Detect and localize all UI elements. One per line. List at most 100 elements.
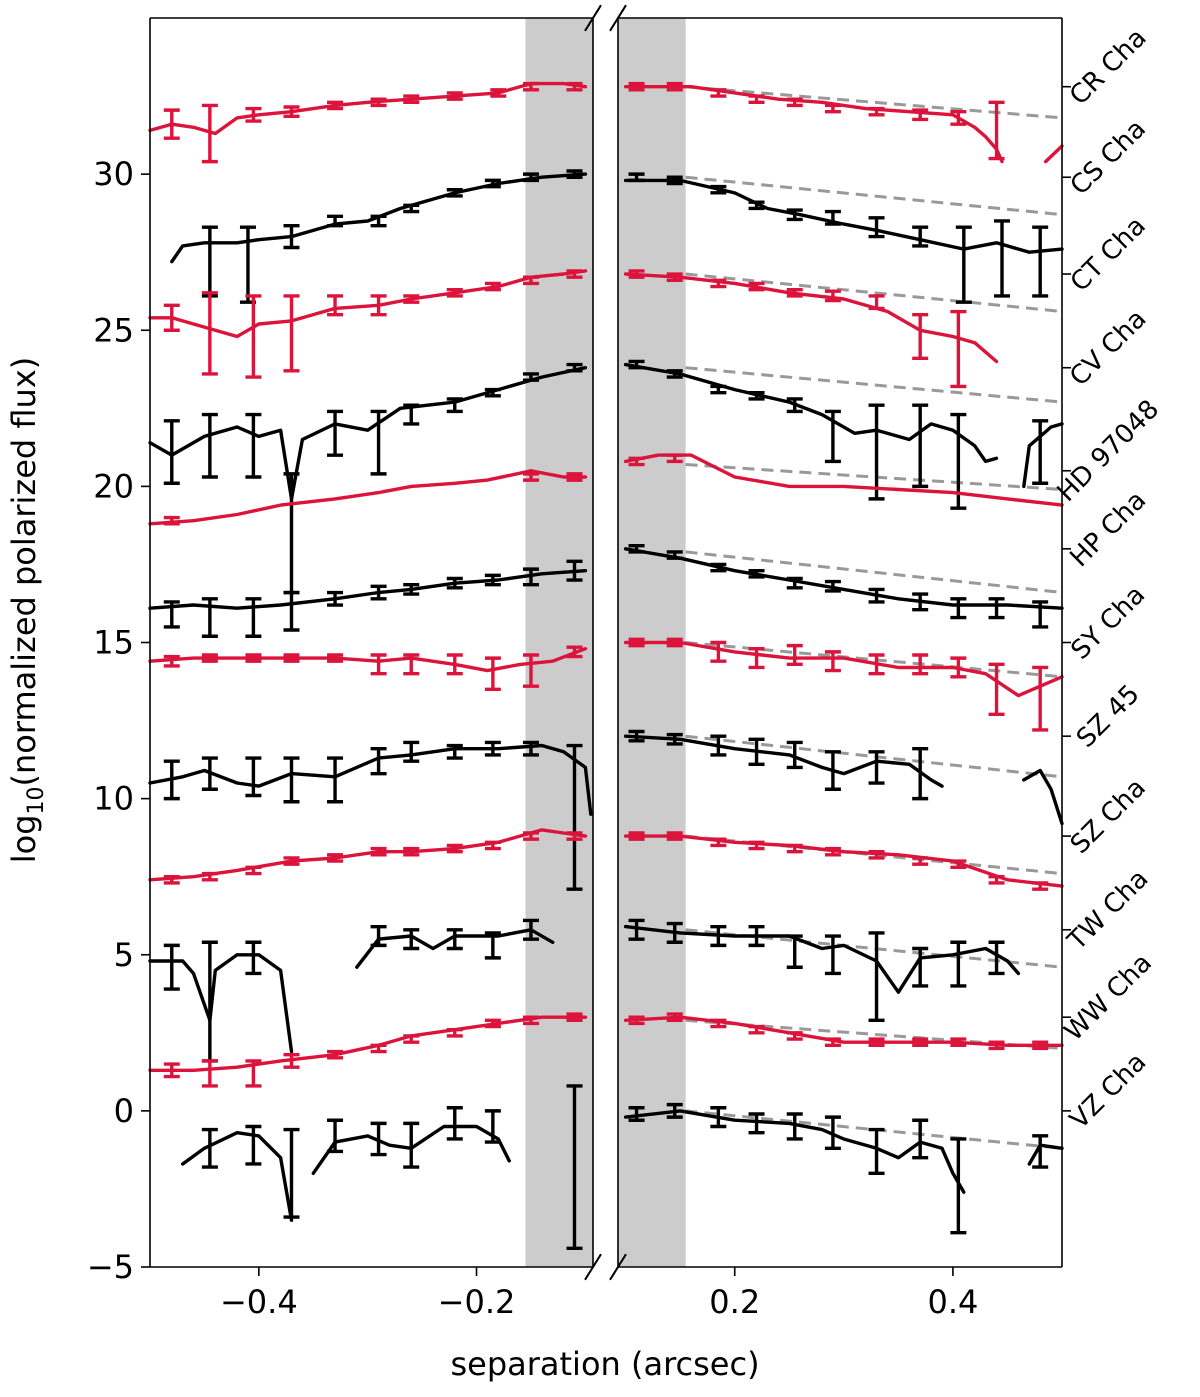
error-bar bbox=[370, 409, 387, 476]
error-bar bbox=[748, 924, 765, 948]
error-bar bbox=[446, 1027, 463, 1038]
y-axis-title-rest: (normalized polarized flux) bbox=[5, 357, 43, 787]
series-line-right bbox=[623, 547, 1064, 610]
error-bar bbox=[868, 1037, 885, 1047]
trend-line-sy-cha bbox=[685, 641, 1063, 679]
error-bar bbox=[666, 550, 683, 560]
error-bar bbox=[403, 94, 420, 105]
error-bar bbox=[490, 88, 507, 98]
error-bar bbox=[950, 940, 967, 988]
error-bar bbox=[239, 225, 256, 304]
error-bar bbox=[484, 281, 501, 292]
star-label-sy-cha: SY Cha bbox=[1065, 580, 1151, 666]
y-tick-label: 0 bbox=[114, 1092, 134, 1130]
error-bar bbox=[868, 216, 885, 239]
series-sz-45 bbox=[148, 729, 1064, 891]
error-bar bbox=[786, 934, 803, 969]
error-bar bbox=[201, 1059, 218, 1088]
error-bar bbox=[201, 103, 218, 164]
error-bar bbox=[163, 600, 180, 629]
error-bar bbox=[566, 81, 583, 92]
error-bar bbox=[988, 100, 1005, 161]
error-bar bbox=[786, 643, 803, 667]
error-bar bbox=[566, 559, 583, 582]
error-bar bbox=[786, 1112, 803, 1141]
error-bar bbox=[446, 287, 463, 298]
error-bar bbox=[163, 759, 180, 801]
error-bar bbox=[283, 653, 300, 663]
error-bar bbox=[988, 1040, 1005, 1051]
error-bar bbox=[446, 1106, 463, 1141]
error-bar bbox=[446, 653, 463, 676]
error-bar bbox=[988, 940, 1005, 976]
error-bar bbox=[522, 81, 539, 92]
error-bar bbox=[522, 918, 539, 941]
error-bar bbox=[327, 1049, 344, 1060]
error-bar bbox=[748, 391, 765, 401]
x-tick-label: −0.2 bbox=[438, 1283, 516, 1321]
error-bar bbox=[748, 568, 765, 579]
error-bar bbox=[201, 756, 218, 791]
series-line-left bbox=[148, 647, 588, 673]
trend-line-ct-cha bbox=[685, 272, 1063, 313]
error-bar bbox=[748, 647, 765, 670]
error-bar bbox=[868, 106, 885, 117]
series-line-right bbox=[623, 734, 1064, 826]
error-bar bbox=[868, 294, 885, 311]
error-bar bbox=[522, 275, 539, 286]
y-tick-label: 10 bbox=[93, 780, 134, 818]
error-bar bbox=[370, 97, 387, 108]
error-bar bbox=[201, 653, 218, 663]
series-line-right bbox=[623, 834, 1064, 888]
error-bar bbox=[710, 384, 727, 395]
axis-break-mark bbox=[609, 4, 627, 32]
series-group bbox=[148, 81, 1064, 1250]
error-bar bbox=[283, 590, 300, 632]
error-bar bbox=[566, 169, 583, 179]
error-bar bbox=[950, 656, 967, 679]
error-bar bbox=[912, 403, 929, 489]
error-bar bbox=[370, 846, 387, 857]
error-bar bbox=[666, 175, 683, 186]
error-bar bbox=[912, 225, 929, 248]
error-bar bbox=[710, 1106, 727, 1129]
series-hd-97048 bbox=[148, 453, 1064, 526]
error-bar bbox=[786, 287, 803, 298]
error-bar bbox=[201, 1127, 218, 1169]
error-bar bbox=[868, 653, 885, 676]
error-bar bbox=[1032, 1134, 1049, 1169]
error-bar bbox=[403, 294, 420, 304]
error-bar bbox=[484, 387, 501, 398]
error-bar bbox=[628, 456, 645, 467]
error-bar bbox=[163, 1062, 180, 1079]
error-bar bbox=[370, 1121, 387, 1157]
error-bar bbox=[327, 409, 344, 457]
error-bar bbox=[824, 409, 841, 464]
error-bar bbox=[484, 1109, 501, 1144]
error-bar bbox=[245, 106, 262, 123]
error-bar bbox=[446, 928, 463, 951]
x-axis-title: separation (arcsec) bbox=[450, 1345, 759, 1383]
star-label-hd-97048: HD 97048 bbox=[1052, 394, 1166, 508]
error-bar bbox=[868, 1127, 885, 1176]
star-label-vz-cha: VZ Cha bbox=[1064, 1047, 1152, 1135]
error-bar bbox=[370, 1043, 387, 1054]
error-bar bbox=[566, 743, 583, 891]
error-bar bbox=[666, 732, 683, 746]
error-bar bbox=[403, 846, 420, 857]
error-bar bbox=[666, 831, 683, 841]
error-bar bbox=[628, 637, 645, 648]
error-bar bbox=[403, 583, 420, 596]
error-bar bbox=[245, 940, 262, 976]
error-bar bbox=[283, 472, 300, 595]
error-bar bbox=[628, 918, 645, 941]
error-bar bbox=[370, 584, 387, 601]
error-bar bbox=[1032, 419, 1049, 485]
error-bar bbox=[786, 208, 803, 222]
y-tick-label: 30 bbox=[93, 155, 134, 193]
error-bar bbox=[950, 109, 967, 126]
series-line-left bbox=[148, 569, 588, 610]
error-bar bbox=[245, 412, 262, 479]
error-bar bbox=[283, 223, 300, 250]
error-bar bbox=[824, 209, 841, 226]
